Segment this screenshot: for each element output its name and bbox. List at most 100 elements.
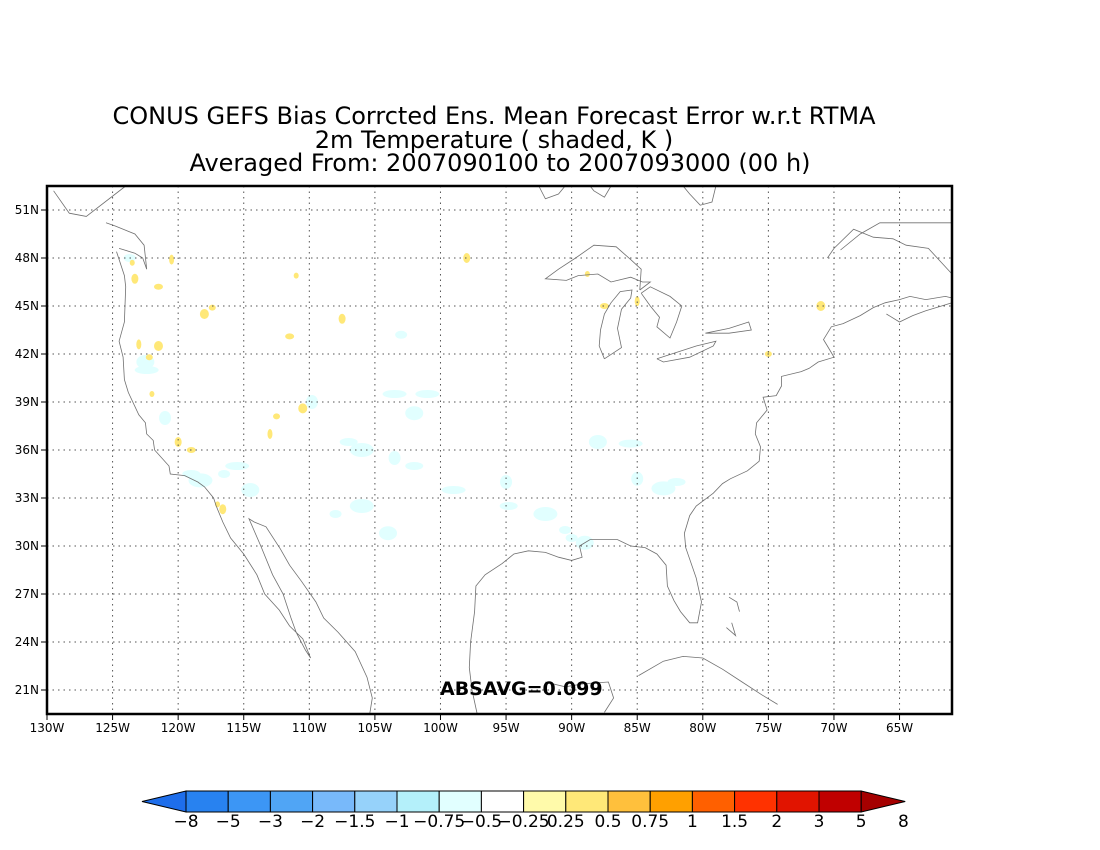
colorbar-arrow-high xyxy=(860,790,906,813)
coastline xyxy=(656,340,717,363)
shade-negative-patch xyxy=(499,502,518,510)
title-line-1: CONUS GEFS Bias Corrcted Ens. Mean Forec… xyxy=(112,102,876,130)
shade-positive-patch xyxy=(816,301,826,311)
shade-negative-patch xyxy=(405,406,424,421)
shade-positive-patch xyxy=(153,341,163,351)
colorbar-label: −3 xyxy=(258,812,283,832)
coastline xyxy=(538,185,566,200)
colorbar-label: 1.5 xyxy=(721,812,748,832)
colorbar-swatch xyxy=(691,790,736,813)
colorbar-swatch xyxy=(480,790,525,813)
coastline xyxy=(682,185,717,206)
colorbar-swatch xyxy=(607,790,651,813)
coastline xyxy=(53,185,126,217)
colorbar-label: 0.25 xyxy=(547,812,585,832)
x-tick-label: 65W xyxy=(886,721,913,735)
colorbar-label: 1 xyxy=(687,812,698,832)
x-tick-label: 120W xyxy=(161,721,196,735)
shade-negative-patch xyxy=(134,366,159,374)
coastline xyxy=(886,302,953,323)
shade-positive-patch xyxy=(298,403,308,414)
shade-negative-patch xyxy=(395,330,408,339)
shade-positive-patch xyxy=(174,437,182,447)
shade-positive-patch xyxy=(267,429,273,439)
coastline xyxy=(598,289,633,360)
shade-positive-patch xyxy=(285,333,295,340)
x-tick-label: 105W xyxy=(358,721,393,735)
colorbar-swatch xyxy=(396,790,440,813)
coastline xyxy=(105,222,148,270)
shade-positive-patch xyxy=(293,272,299,279)
y-tick-label: 42N xyxy=(15,347,39,361)
y-tick-label: 36N xyxy=(15,443,39,457)
coastline xyxy=(840,222,952,251)
shade-positive-patch xyxy=(199,309,209,319)
x-tick-label: 70W xyxy=(820,721,847,735)
coastline xyxy=(638,655,778,705)
shade-negative-patch xyxy=(533,507,558,521)
y-tick-label: 45N xyxy=(15,299,39,313)
colorbar-label: −1.5 xyxy=(334,812,375,832)
shade-negative-patch xyxy=(559,526,572,534)
colorbar-label: 2 xyxy=(771,812,782,832)
x-tick-label: 130W xyxy=(30,721,65,735)
shade-positive-patch xyxy=(129,259,135,266)
absavg-label: ABSAVG=0.099 xyxy=(440,678,603,700)
coastline xyxy=(468,295,953,715)
y-tick-label: 27N xyxy=(15,587,39,601)
x-tick-label: 75W xyxy=(755,721,782,735)
colorbar: −8 −5 −3 −2 −1.5 −1 −0.75−0.5−0.250.25 0.5 0.75 1… xyxy=(141,790,909,832)
colorbar-label: −0.75 xyxy=(413,812,465,832)
x-tick-label: 100W xyxy=(423,721,458,735)
coastline-layer xyxy=(53,185,953,715)
colorbar-swatch xyxy=(227,790,271,813)
colorbar-swatch xyxy=(734,790,778,813)
shade-negative-patch xyxy=(329,510,342,518)
colorbar-label: 0.5 xyxy=(594,812,621,832)
shade-positive-patch xyxy=(153,283,163,290)
coastline xyxy=(726,622,737,637)
shade-negative-patch xyxy=(188,473,213,488)
shade-negative-patch xyxy=(159,411,172,425)
shade-negative-patch xyxy=(339,438,358,446)
shade-positive-patch xyxy=(584,271,590,277)
shade-negative-patch xyxy=(500,475,513,489)
map-background xyxy=(47,186,952,714)
coastline xyxy=(705,321,752,334)
shade-positive-patch xyxy=(273,413,281,420)
colorbar-label: −2 xyxy=(300,812,325,832)
x-tick-label: 90W xyxy=(558,721,585,735)
coastline xyxy=(640,286,683,339)
y-tick-label: 48N xyxy=(15,251,39,265)
shade-negative-patch xyxy=(405,462,424,470)
x-tick-label: 80W xyxy=(689,721,716,735)
colorbar-label: −0.25 xyxy=(498,812,550,832)
y-tick-label: 51N xyxy=(15,203,39,217)
colorbar-swatch xyxy=(269,790,314,813)
colorbar-label: 0.75 xyxy=(631,812,669,832)
shade-positive-patch xyxy=(131,273,139,284)
shade-negative-patch xyxy=(441,486,466,494)
colorbar-label: −1 xyxy=(384,812,409,832)
colorbar-label: −5 xyxy=(216,812,241,832)
shade-positive-patch xyxy=(145,354,153,361)
x-tick-label: 85W xyxy=(624,721,651,735)
coastline xyxy=(827,228,953,275)
coastline xyxy=(728,596,740,612)
colorbar-swatch xyxy=(312,790,356,813)
shade-negative-patch xyxy=(388,451,401,465)
shade-positive-patch xyxy=(169,254,175,265)
colorbar-label: −0.5 xyxy=(461,812,502,832)
colorbar-swatch xyxy=(649,790,693,813)
shade-positive-patch xyxy=(463,253,471,263)
colorbar-swatch xyxy=(776,790,820,813)
shade-positive-patch xyxy=(136,339,142,350)
colorbar-swatch xyxy=(818,790,862,813)
shade-positive-patch xyxy=(634,296,640,307)
x-tick-label: 110W xyxy=(292,721,327,735)
shade-negative-patch xyxy=(415,390,440,398)
shade-negative-patch xyxy=(225,462,250,470)
shade-negative-patch xyxy=(349,499,374,513)
map-plot: 130W 125W 120W 115W 110W 105W 100W 95W 90W 85W 80W… xyxy=(15,184,954,735)
shade-negative-patch xyxy=(588,435,607,449)
